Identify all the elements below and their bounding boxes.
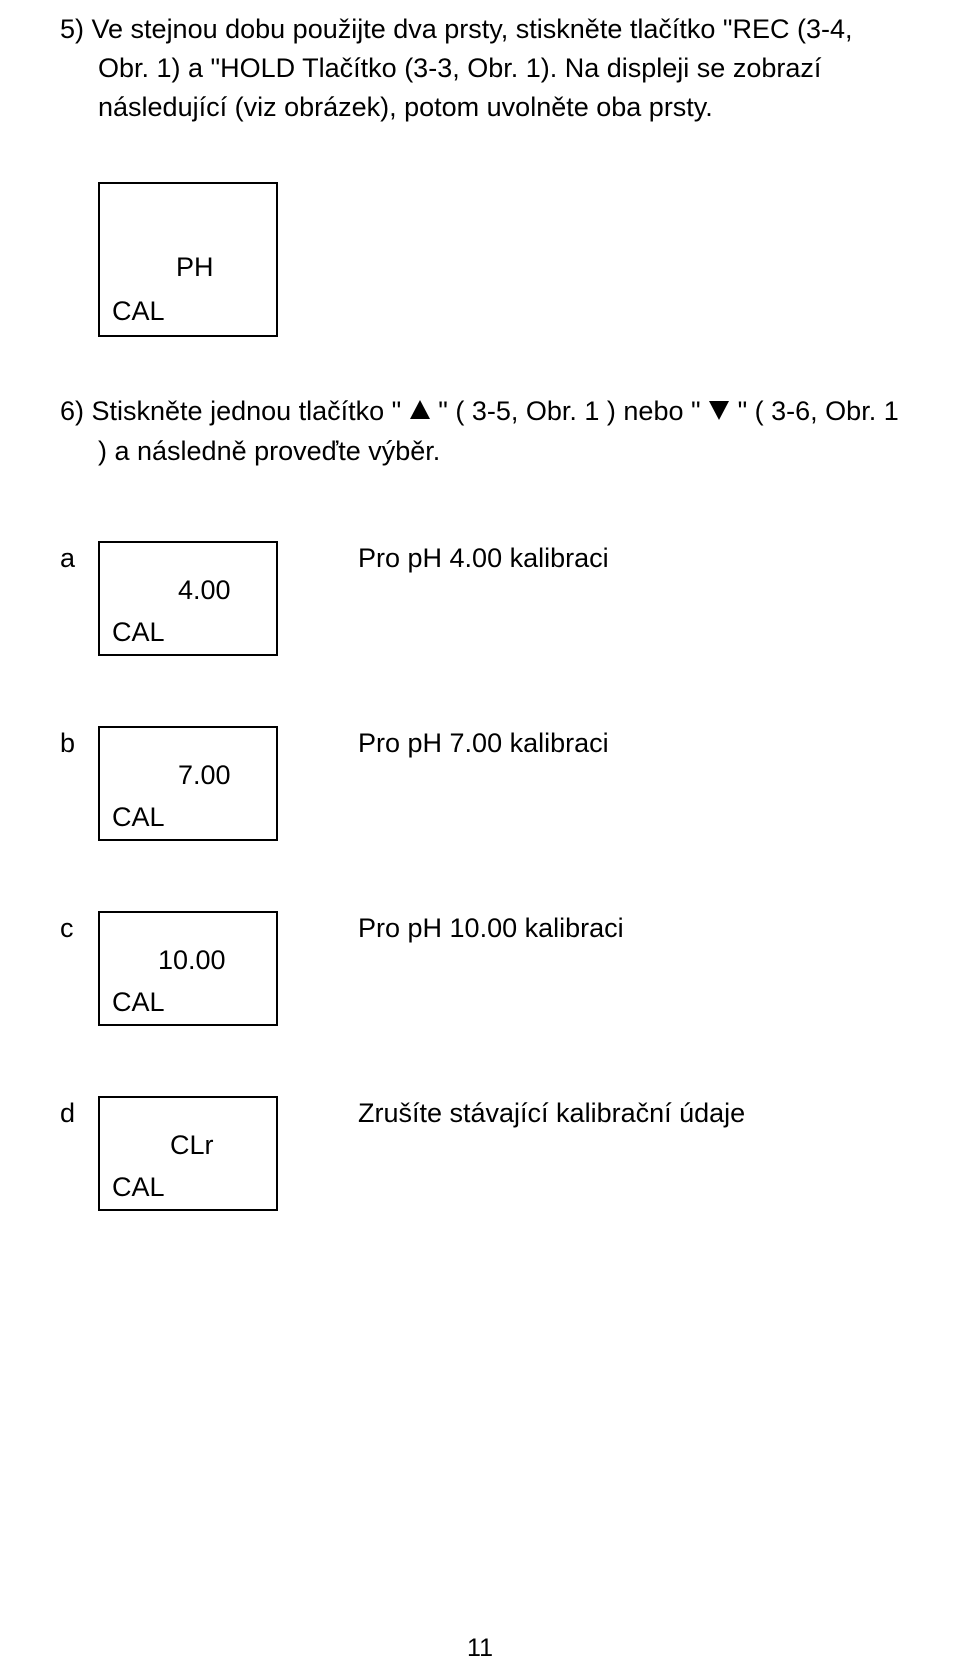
option-display-box: 10.00 CAL [98,911,278,1026]
option-value: CLr [170,1130,214,1161]
option-label: CAL [112,617,165,648]
option-letter: b [60,726,98,759]
option-description: Pro pH 4.00 kalibraci [278,541,609,574]
step-6-mid: " ( 3-5, Obr. 1 ) nebo " [431,396,708,426]
option-display-box: CLrCAL [98,1096,278,1211]
option-value: 7.00 [178,760,231,791]
option-label: CAL [112,802,165,833]
step-5-text: 5) Ve stejnou dobu použijte dva prsty, s… [60,10,900,127]
step-6-text: 6) Stiskněte jednou tlačítko " " ( 3-5, … [60,392,900,470]
option-display-box: 4.00 CAL [98,541,278,656]
option-letter: c [60,911,98,944]
triangle-down-icon [708,399,730,421]
page-number: 11 [0,1634,960,1663]
option-row: a 4.00 CAL Pro pH 4.00 kalibraci [60,541,900,656]
document-page: 5) Ve stejnou dobu použijte dva prsty, s… [0,0,960,1675]
option-letter: d [60,1096,98,1129]
option-description: Pro pH 10.00 kalibraci [278,911,624,944]
option-label: CAL [112,987,165,1018]
option-row: c 10.00 CAL Pro pH 10.00 kalibraci [60,911,900,1026]
display-value: PH [176,252,214,283]
display-label: CAL [112,296,165,327]
option-value: 10.00 [158,945,226,976]
option-description: Zrušíte stávající kalibrační údaje [278,1096,745,1129]
display-box-ph: PH CAL [98,182,278,337]
option-row: b 7.00 CAL Pro pH 7.00 kalibraci [60,726,900,841]
option-description: Pro pH 7.00 kalibraci [278,726,609,759]
step-6-pre: 6) Stiskněte jednou tlačítko " [60,396,409,426]
option-letter: a [60,541,98,574]
option-display-box: 7.00 CAL [98,726,278,841]
triangle-up-icon [409,399,431,421]
option-row: dCLrCALZrušíte stávající kalibrační údaj… [60,1096,900,1211]
option-label: CAL [112,1172,165,1203]
spacer [60,337,900,392]
option-value: 4.00 [178,575,231,606]
options-list: a 4.00 CAL Pro pH 4.00 kalibraci b 7.00 CAL Pro… [60,541,900,1211]
